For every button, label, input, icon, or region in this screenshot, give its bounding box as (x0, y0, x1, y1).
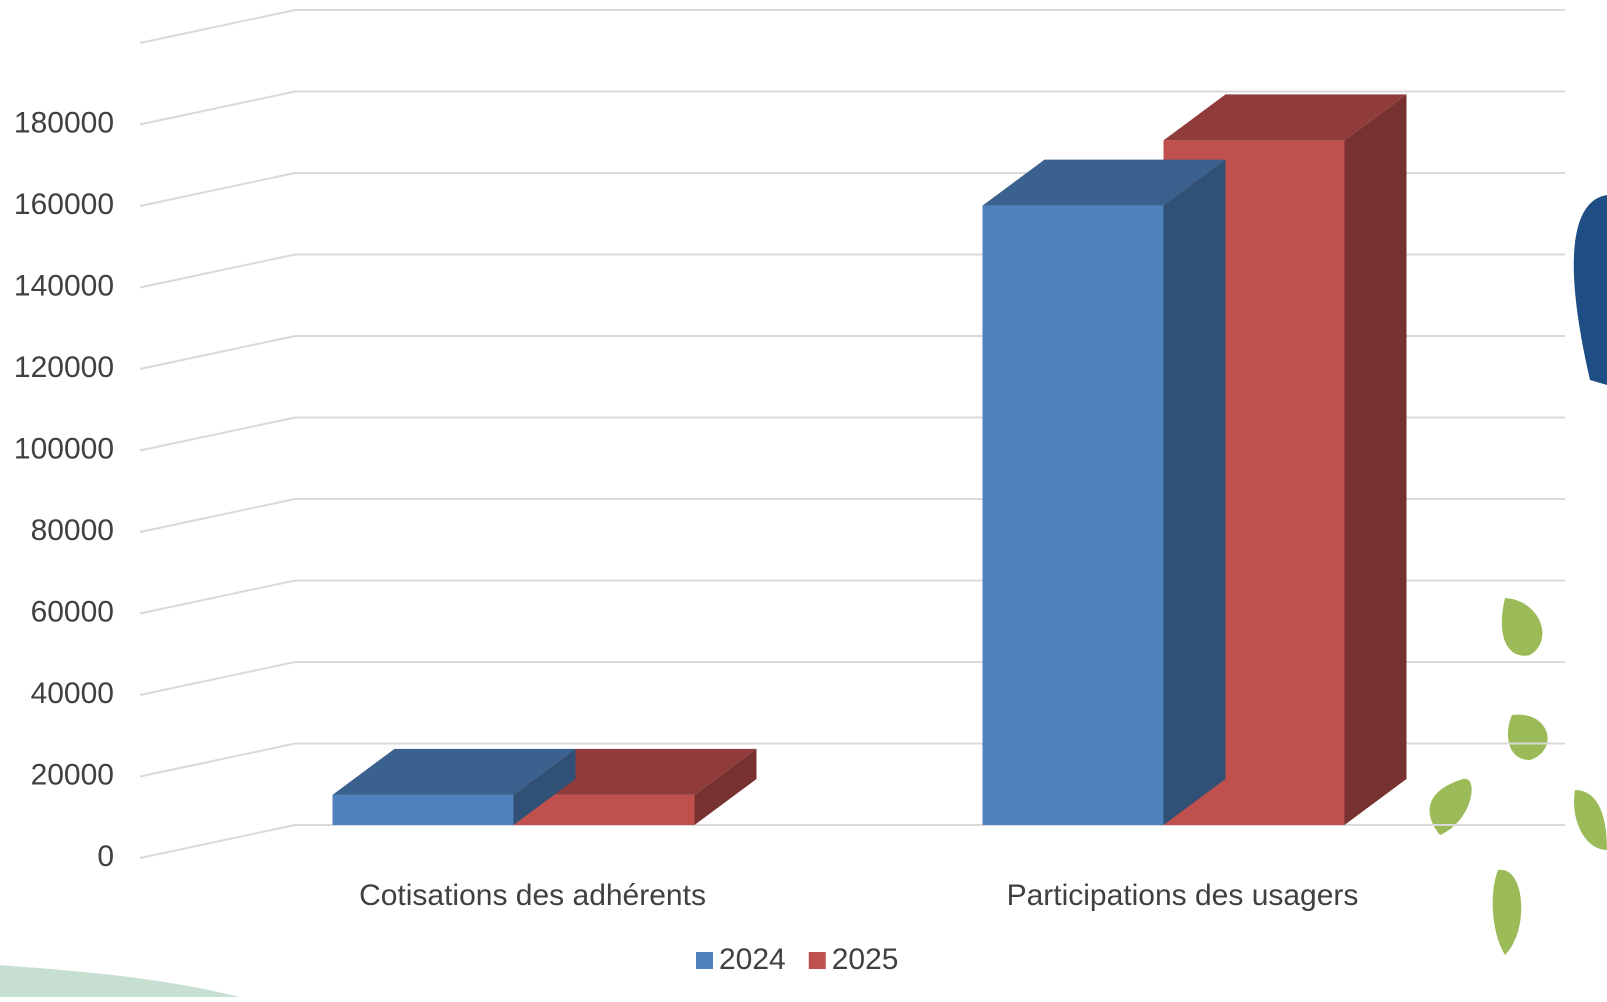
bar-side (1163, 159, 1226, 826)
y-tick-label: 80000 (31, 514, 114, 547)
bar-side (513, 748, 576, 825)
decoration (1492, 869, 1522, 955)
decoration (1573, 195, 1607, 385)
bar-3d (332, 748, 576, 825)
y-tick-label: 20000 (31, 758, 114, 791)
legend-label: 2024 (719, 943, 786, 976)
y-tick-label: 140000 (14, 269, 114, 302)
grid-line (139, 824, 1565, 859)
y-tick-label: 0 (97, 840, 114, 873)
legend-label: 2025 (832, 943, 899, 976)
decoration (1507, 714, 1548, 760)
wall-side (139, 9, 296, 44)
bar-3d (982, 159, 1226, 826)
y-tick-label: 180000 (14, 106, 114, 139)
bar (332, 794, 514, 825)
decoration (1429, 778, 1472, 835)
bar-side (1344, 94, 1407, 825)
y-tick-label: 160000 (14, 188, 114, 221)
y-tick-label: 40000 (31, 677, 114, 710)
bar-top (1163, 94, 1407, 141)
decoration (0, 965, 240, 997)
legend-swatch (808, 952, 826, 969)
legend-swatch (696, 952, 713, 969)
decoration (1574, 790, 1607, 850)
decoration (1501, 598, 1543, 656)
x-tick-label: Cotisations des adhérents (359, 879, 706, 912)
bar (982, 205, 1164, 826)
bar-top (982, 159, 1226, 206)
grid-line (139, 90, 1565, 126)
y-tick-label: 120000 (14, 351, 114, 384)
bar-top (332, 748, 576, 795)
y-tick-label: 100000 (14, 432, 114, 465)
bar-side (694, 748, 757, 825)
y-tick-label: 60000 (31, 595, 114, 628)
x-tick-label: Participations des usagers (1007, 879, 1359, 912)
